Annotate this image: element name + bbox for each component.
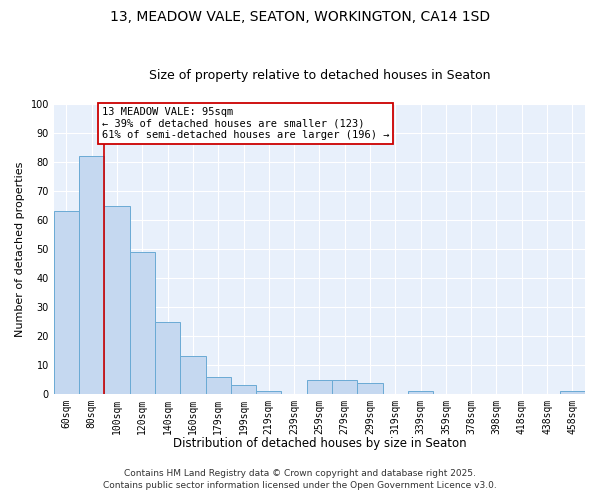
Bar (206, 376, 231, 394)
X-axis label: Distribution of detached houses by size in Seaton: Distribution of detached houses by size … (173, 437, 466, 450)
Y-axis label: Number of detached properties: Number of detached properties (15, 162, 25, 336)
Bar (307, 380, 332, 394)
Text: 13, MEADOW VALE, SEATON, WORKINGTON, CA14 1SD: 13, MEADOW VALE, SEATON, WORKINGTON, CA1… (110, 10, 490, 24)
Bar (358, 382, 383, 394)
Text: Contains HM Land Registry data © Crown copyright and database right 2025.
Contai: Contains HM Land Registry data © Crown c… (103, 469, 497, 490)
Bar (560, 391, 585, 394)
Bar (54, 212, 79, 394)
Text: 13 MEADOW VALE: 95sqm
← 39% of detached houses are smaller (123)
61% of semi-det: 13 MEADOW VALE: 95sqm ← 39% of detached … (102, 107, 389, 140)
Bar (130, 252, 155, 394)
Bar (408, 391, 433, 394)
Bar (332, 380, 358, 394)
Bar (180, 356, 206, 394)
Bar (104, 206, 130, 394)
Bar (79, 156, 104, 394)
Title: Size of property relative to detached houses in Seaton: Size of property relative to detached ho… (149, 69, 490, 82)
Bar (231, 386, 256, 394)
Bar (155, 322, 180, 394)
Bar (256, 391, 281, 394)
